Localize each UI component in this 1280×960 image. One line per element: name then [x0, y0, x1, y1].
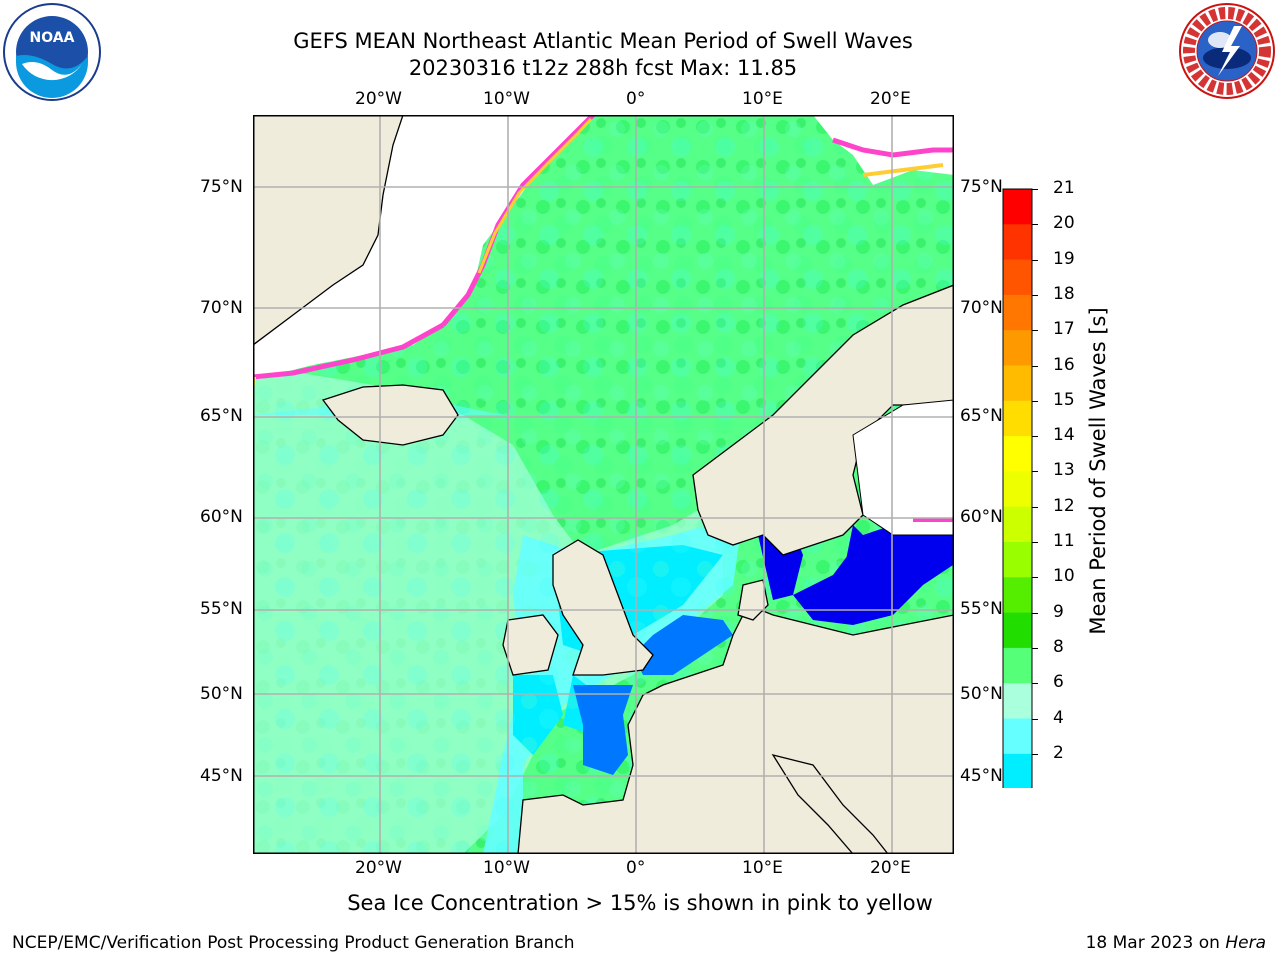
lat-label-right: 60°N	[960, 507, 1003, 527]
chart-subtitle: 20230316 t12z 288h fcst Max: 11.85	[408, 56, 798, 80]
lat-label-left: 75°N	[200, 177, 243, 197]
colorbar-swatch	[1003, 365, 1032, 402]
colorbar-tick-label: 4	[1053, 707, 1064, 728]
lon-label-bottom: 10°E	[742, 858, 783, 878]
lon-label-bottom: 20°E	[870, 858, 911, 878]
noaa-logo-icon: NOAA	[2, 2, 102, 102]
lon-label-bottom: 20°W	[355, 858, 402, 878]
channel-4s	[633, 615, 733, 675]
colorbar-swatch	[1003, 683, 1032, 719]
colorbar-tick-mark	[1032, 365, 1038, 367]
lon-label-top: 0°	[626, 89, 646, 109]
colorbar-swatch	[1003, 542, 1032, 578]
lon-label-top: 10°E	[742, 89, 783, 109]
lat-label-left: 60°N	[200, 507, 243, 527]
colorbar-swatch	[1003, 647, 1032, 684]
colorbar-tick-label: 13	[1053, 460, 1075, 481]
colorbar-tick-label: 15	[1053, 389, 1075, 410]
colorbar-tick-mark	[1032, 189, 1038, 190]
colorbar-tick-mark	[1032, 718, 1038, 720]
footer-machine: Hera	[1225, 933, 1266, 953]
colorbar-swatch	[1003, 612, 1032, 649]
colorbar-tick-label: 19	[1053, 248, 1075, 269]
colorbar-swatch	[1003, 471, 1032, 508]
colorbar-tick-label: 21	[1053, 178, 1075, 198]
colorbar-label: Mean Period of Swell Waves [s]	[1086, 307, 1110, 635]
footer-date: 18 Mar 2023 on Hera	[1086, 933, 1266, 953]
lat-label-left: 65°N	[200, 406, 243, 426]
svg-text:NOAA: NOAA	[30, 30, 75, 46]
colorbar-tick-mark	[1032, 647, 1038, 649]
colorbar-swatch	[1003, 718, 1032, 755]
colorbar-tick-label: 17	[1053, 319, 1075, 340]
colorbar-swatch	[1003, 506, 1032, 543]
colorbar-ticks: 21 20 19 18 17 16 15 14 13 12 11 10 9 8 6 4 2	[1032, 0, 1084, 960]
colorbar-tick-mark	[1032, 400, 1038, 402]
colorbar-swatch	[1003, 400, 1032, 437]
colorbar-tick-mark	[1032, 330, 1038, 332]
colorbar-tick-label: 9	[1053, 601, 1064, 622]
colorbar-swatches	[1002, 188, 1033, 854]
lat-label-right: 45°N	[960, 766, 1003, 786]
map-panel	[253, 115, 954, 854]
lon-label-top: 10°W	[483, 89, 530, 109]
colorbar-tick-mark	[1032, 436, 1038, 438]
colorbar-swatch	[1003, 224, 1032, 261]
sea-ice-note: Sea Ice Concentration > 15% is shown in …	[347, 891, 933, 915]
colorbar-tick-mark	[1032, 577, 1038, 579]
lat-label-right: 50°N	[960, 684, 1003, 704]
colorbar-tick-mark	[1032, 294, 1038, 296]
colorbar-tick-mark	[1032, 506, 1038, 508]
colorbar-tick-mark	[1032, 542, 1038, 543]
land	[253, 115, 954, 854]
graticule	[253, 115, 954, 854]
colorbar-tick-mark	[1032, 612, 1038, 614]
chart-title: GEFS MEAN Northeast Atlantic Mean Period…	[293, 29, 913, 53]
colorbar	[1002, 188, 1042, 854]
footer-branch: NCEP/EMC/Verification Post Processing Pr…	[12, 933, 575, 953]
baltic-2s	[793, 525, 953, 625]
footer-date-text: 18 Mar 2023 on	[1085, 933, 1226, 953]
lat-label-right: 75°N	[960, 177, 1003, 197]
lat-label-right: 65°N	[960, 406, 1003, 426]
lon-label-top: 20°W	[355, 89, 402, 109]
lat-label-left: 50°N	[200, 684, 243, 704]
lat-label-left: 70°N	[200, 298, 243, 318]
colorbar-tick-label: 18	[1053, 283, 1075, 304]
colorbar-swatch	[1003, 189, 1032, 225]
lat-label-left: 45°N	[200, 766, 243, 786]
colorbar-tick-label: 2	[1053, 742, 1064, 763]
nws-logo-icon	[1178, 2, 1276, 100]
colorbar-tick-label: 8	[1053, 636, 1064, 657]
colorbar-tick-mark	[1032, 224, 1038, 226]
colorbar-swatch	[1003, 259, 1032, 296]
colorbar-swatch	[1003, 294, 1032, 331]
colorbar-swatch	[1003, 577, 1032, 614]
colorbar-tick-mark	[1032, 753, 1038, 755]
colorbar-tick-label: 10	[1053, 566, 1075, 587]
colorbar-tick-label: 16	[1053, 354, 1075, 375]
colorbar-tick-mark	[1032, 683, 1038, 685]
colorbar-tick-label: 14	[1053, 425, 1075, 446]
lat-label-left: 55°N	[200, 599, 243, 619]
colorbar-swatch	[1003, 436, 1032, 472]
colorbar-tick-mark	[1032, 259, 1038, 261]
lon-label-bottom: 10°W	[483, 858, 530, 878]
colorbar-tick-label: 20	[1053, 213, 1075, 234]
map-canvas	[253, 115, 954, 854]
colorbar-tick-mark	[1032, 471, 1038, 473]
lon-label-bottom: 0°	[626, 858, 646, 878]
colorbar-tick-label: 12	[1053, 495, 1075, 516]
lat-label-right: 55°N	[960, 599, 1003, 619]
lon-label-top: 20°E	[870, 89, 911, 109]
colorbar-swatch	[1003, 753, 1032, 790]
colorbar-tick-label: 11	[1053, 531, 1075, 551]
lat-label-right: 70°N	[960, 298, 1003, 318]
colorbar-tick-label: 6	[1053, 672, 1064, 693]
map-border	[253, 115, 954, 854]
colorbar-swatch	[1003, 330, 1032, 366]
